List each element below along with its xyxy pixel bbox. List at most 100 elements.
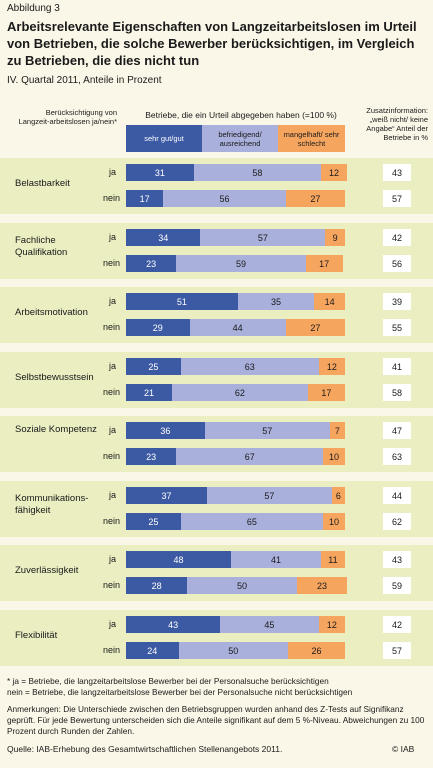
bar-segment-bad: 17 xyxy=(305,255,343,272)
zusatz-value: 42 xyxy=(383,229,411,246)
stacked-bar: 25 65 10 xyxy=(126,513,345,530)
stacked-bar: 51 35 14 xyxy=(126,293,345,310)
zusatz-value: 57 xyxy=(383,190,411,207)
stacked-bar: 48 41 11 xyxy=(126,551,345,568)
stacked-bar: 43 45 12 xyxy=(126,616,345,633)
bar-segment-good: 29 xyxy=(126,319,190,336)
bar-segment-bad: 6 xyxy=(331,487,345,504)
bar-segment-bad: 12 xyxy=(320,164,348,181)
zusatz-value: 58 xyxy=(383,384,411,401)
category-label: Kommunikations- fähigkeit xyxy=(15,493,89,516)
stacked-bar: 17 56 27 xyxy=(126,190,345,207)
bar-segment-good: 36 xyxy=(126,422,205,439)
header-top: Betriebe, die ein Urteil abgegeben haben… xyxy=(145,110,337,120)
group-label-ja: ja xyxy=(108,232,116,242)
stacked-bar: 37 57 6 xyxy=(126,487,345,504)
stacked-bar: 24 50 26 xyxy=(126,642,345,659)
footnote: * ja = Betriebe, die langzeitarbeitslose… xyxy=(7,676,353,697)
bar-segment-mid: 56 xyxy=(163,190,286,207)
group-label-ja: ja xyxy=(108,554,116,564)
group-label-ja: ja xyxy=(108,167,116,177)
bar-segment-mid: 57 xyxy=(200,229,326,246)
bar-segment-mid: 62 xyxy=(171,384,308,401)
group-label-nein: nein xyxy=(102,193,120,203)
legend-mid: befriedigend/ ausreichend xyxy=(202,125,278,152)
bar-segment-mid: 57 xyxy=(207,487,332,504)
category-label: Soziale Kompetenz xyxy=(15,424,97,435)
bar-segment-mid: 58 xyxy=(193,164,321,181)
bar-segment-mid: 35 xyxy=(237,293,315,310)
bar-segment-good: 31 xyxy=(126,164,194,181)
stacked-bar: 34 57 9 xyxy=(126,229,345,246)
zusatz-value: 44 xyxy=(383,487,411,504)
bar-segment-bad: 10 xyxy=(323,448,345,465)
bar-segment-good: 24 xyxy=(126,642,179,659)
category-label: Flexibilität xyxy=(15,630,58,641)
bar-segment-bad: 12 xyxy=(318,616,345,633)
bar-segment-bad: 17 xyxy=(307,384,345,401)
category-label: Fachliche Qualifikation xyxy=(15,235,68,258)
zusatz-value: 42 xyxy=(383,616,411,633)
zusatz-value: 41 xyxy=(383,358,411,375)
legend-bad: mangelhaft/ sehr schlecht xyxy=(278,125,345,152)
bar-segment-good: 51 xyxy=(126,293,238,310)
bar-segment-good: 28 xyxy=(126,577,188,594)
bar-segment-good: 21 xyxy=(126,384,172,401)
zusatz-value: 56 xyxy=(383,255,411,272)
bar-segment-good: 37 xyxy=(126,487,208,504)
stacked-bar: 36 57 7 xyxy=(126,422,345,439)
zusatz-value: 55 xyxy=(383,319,411,336)
bar-segment-good: 34 xyxy=(126,229,201,246)
group-label-ja: ja xyxy=(108,296,116,306)
group-label-ja: ja xyxy=(108,361,116,371)
zusatz-value: 39 xyxy=(383,293,411,310)
zusatz-value: 47 xyxy=(383,422,411,439)
bar-segment-bad: 14 xyxy=(314,293,345,310)
bar-segment-bad: 11 xyxy=(320,551,345,568)
bar-segment-bad: 26 xyxy=(288,642,345,659)
chart-subtitle: IV. Quartal 2011, Anteile in Prozent xyxy=(7,75,162,86)
bar-segment-bad: 27 xyxy=(285,190,345,207)
bar-segment-mid: 65 xyxy=(180,513,324,530)
zusatz-value: 59 xyxy=(383,577,411,594)
bar-segment-good: 23 xyxy=(126,448,177,465)
source: Quelle: IAB-Erhebung des Gesamtwirtschaf… xyxy=(7,744,283,754)
bar-segment-bad: 12 xyxy=(318,358,345,375)
group-label-nein: nein xyxy=(102,322,120,332)
stacked-bar: 28 50 23 xyxy=(126,577,348,594)
group-label-ja: ja xyxy=(108,619,116,629)
bar-segment-good: 48 xyxy=(126,551,232,568)
bar-segment-bad: 27 xyxy=(285,319,345,336)
bar-segment-bad: 7 xyxy=(329,422,345,439)
bar-segment-mid: 59 xyxy=(176,255,306,272)
stacked-bar: 23 59 17 xyxy=(126,255,343,272)
zusatz-value: 62 xyxy=(383,513,411,530)
group-label-nein: nein xyxy=(102,451,120,461)
bar-segment-good: 23 xyxy=(126,255,177,272)
zusatz-value: 43 xyxy=(383,164,411,181)
bar-segment-good: 25 xyxy=(126,358,181,375)
copyright: © IAB xyxy=(392,744,415,754)
stacked-bar: 31 58 12 xyxy=(126,164,348,181)
bar-segment-mid: 63 xyxy=(180,358,319,375)
group-label-nein: nein xyxy=(102,387,120,397)
stacked-bar: 25 63 12 xyxy=(126,358,345,375)
bar-segment-bad: 10 xyxy=(323,513,345,530)
figure-label: Abbildung 3 xyxy=(7,3,60,14)
group-label-nein: nein xyxy=(102,645,120,655)
bar-segment-mid: 67 xyxy=(176,448,324,465)
group-label-ja: ja xyxy=(108,490,116,500)
category-label: Belastbarkeit xyxy=(15,178,70,189)
bar-segment-good: 43 xyxy=(126,616,221,633)
stacked-bar: 21 62 17 xyxy=(126,384,345,401)
bar-segment-mid: 50 xyxy=(187,577,297,594)
zusatz-value: 43 xyxy=(383,551,411,568)
bar-segment-good: 25 xyxy=(126,513,181,530)
group-label-nein: nein xyxy=(102,258,120,268)
bar-segment-good: 17 xyxy=(126,190,164,207)
bar-segment-bad: 23 xyxy=(296,577,348,594)
header-left: Berücksichtigung von Langzeit-arbeitslos… xyxy=(18,108,117,126)
remarks: Anmerkungen: Die Unterschiede zwischen d… xyxy=(7,704,425,736)
group-label-nein: nein xyxy=(102,516,120,526)
chart-title: Arbeitsrelevante Eigenschaften von Langz… xyxy=(7,19,417,68)
